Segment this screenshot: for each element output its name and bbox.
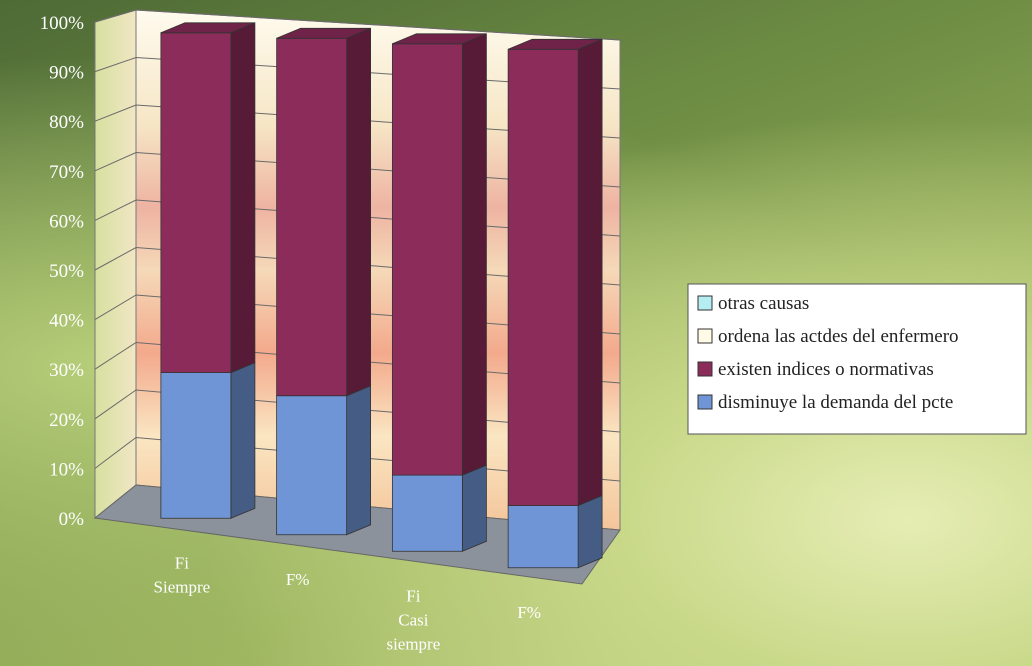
legend-swatch [697, 328, 713, 344]
bar-stack [507, 38, 603, 569]
legend-entry: otras causas [718, 293, 809, 314]
bar-side [461, 464, 487, 552]
bar-side [346, 385, 372, 536]
bar-top [160, 22, 256, 34]
bar-stack [391, 33, 487, 552]
bar-segment [276, 395, 348, 536]
legend-swatch [697, 295, 713, 311]
y-tick-label: 80% [49, 112, 84, 133]
y-tick-label: 0% [59, 509, 85, 530]
bar-top [392, 33, 487, 45]
bar-side [230, 362, 256, 519]
bar-segment [391, 474, 463, 552]
legend-entry: disminuye la demanda del pcte [718, 392, 953, 413]
y-tick-label: 40% [49, 311, 84, 332]
bar-segment [507, 505, 579, 569]
x-tick-label: F% [517, 603, 541, 622]
bar-stack [276, 27, 372, 536]
x-tick-label-line: F% [517, 603, 541, 622]
x-tick-label-line: siempre [386, 634, 440, 653]
y-tick-label: 20% [49, 410, 84, 431]
bar-side [346, 27, 372, 397]
x-tick-label-line: Siempre [154, 577, 211, 596]
y-tick-label: 10% [49, 459, 84, 480]
bar-side [577, 494, 603, 569]
y-tick-label: 50% [49, 261, 84, 282]
legend-box [687, 283, 1027, 435]
legend-swatch [697, 361, 713, 377]
x-tick-label-line: Fi [175, 553, 189, 572]
x-tick-label-line: Fi [406, 586, 420, 605]
x-tick-label-line: Casi [398, 610, 429, 629]
bar-side [230, 22, 256, 374]
x-tick-label: F% [286, 570, 310, 589]
y-tick-label: 100% [40, 13, 85, 34]
plot-area: 0% 10% 20% 30% 40% 50% 60% 70% 80% 90% 100% Fi Siemp… [40, 9, 621, 653]
y-tick-label: 70% [49, 162, 84, 183]
bar-side [461, 33, 487, 476]
gridline [94, 9, 621, 41]
bar-segment [391, 43, 463, 476]
x-tick-label-line: F% [286, 570, 310, 589]
bar-segment [160, 372, 232, 519]
bar-side [577, 38, 603, 507]
bar-stack [160, 22, 256, 519]
bar-segment [276, 37, 348, 397]
y-tick-label: 30% [49, 360, 84, 381]
x-tick-label: Fi Siempre [154, 553, 211, 596]
legend: otras causas ordena las actdes del enferm… [687, 283, 1027, 435]
y-tick-label: 60% [49, 211, 84, 232]
y-tick-label: 90% [49, 63, 84, 84]
bar-segment [160, 32, 232, 374]
legend-swatch [697, 394, 713, 410]
bar-top [276, 27, 371, 39]
x-tick-label: Fi Casi siempre [386, 586, 440, 653]
bar-segment [507, 48, 579, 506]
legend-entry: existen indices o normativas [718, 359, 934, 380]
legend-entry: ordena las actdes del enfermero [718, 326, 959, 347]
bar-top [507, 38, 603, 50]
